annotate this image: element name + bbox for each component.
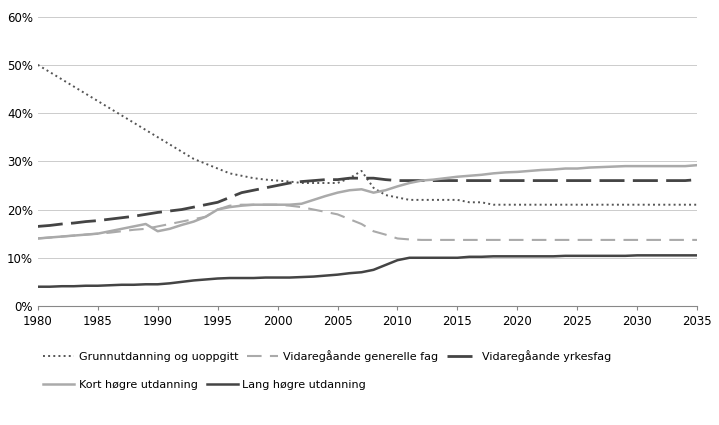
Legend: Kort høgre utdanning, Lang høgre utdanning: Kort høgre utdanning, Lang høgre utdanni… (43, 380, 366, 390)
